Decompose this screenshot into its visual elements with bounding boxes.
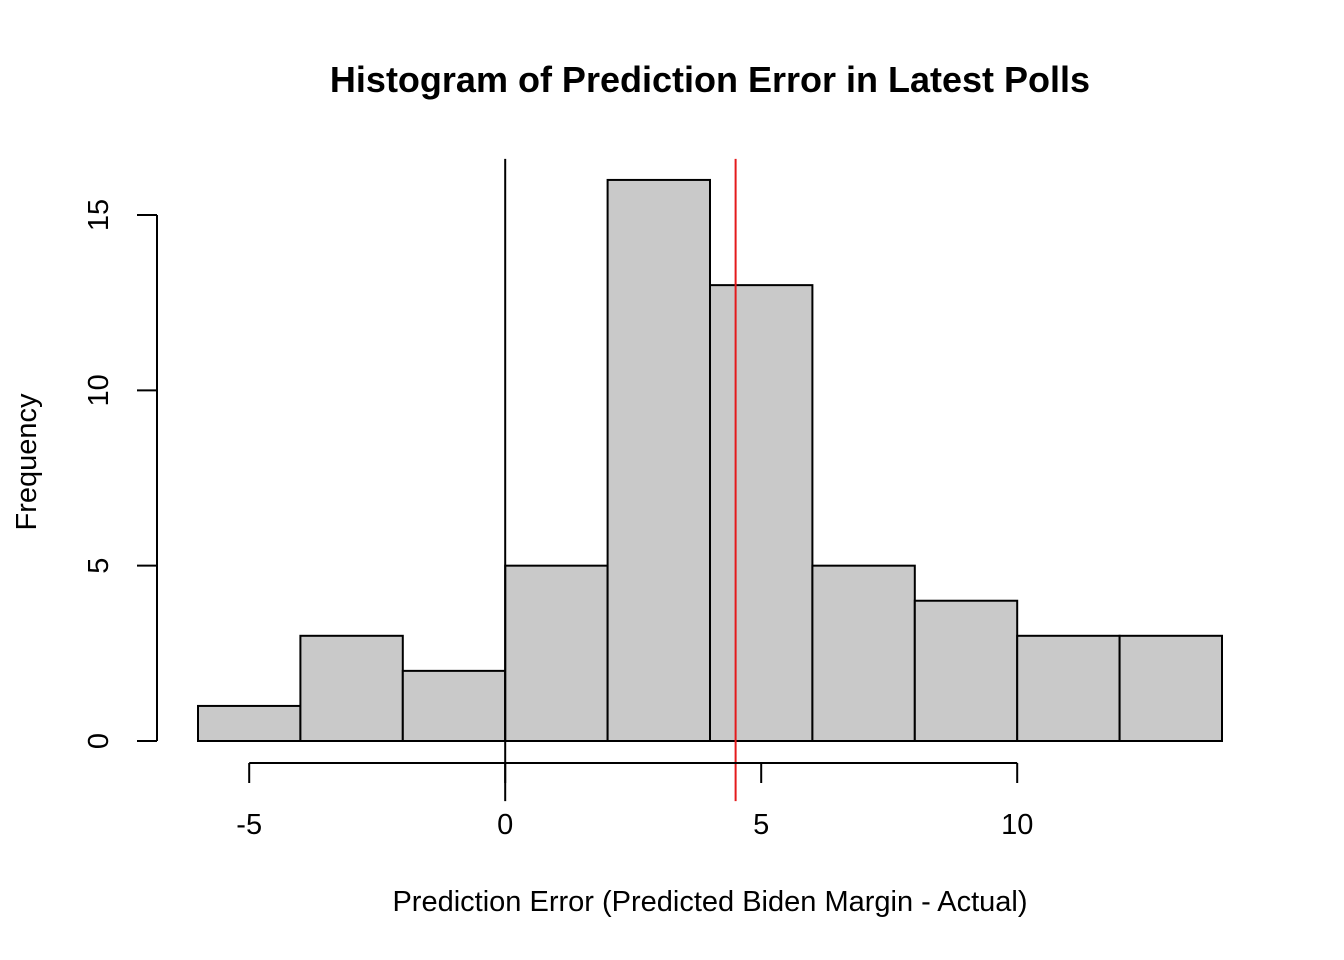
y-axis: 0 5 10 15 <box>83 199 158 749</box>
reference-lines-layer <box>504 158 737 802</box>
chart-title: Histogram of Prediction Error in Latest … <box>330 59 1090 100</box>
y-tick-label: 10 <box>83 374 115 406</box>
bars-layer <box>197 178 1223 743</box>
histogram-bar <box>606 178 711 742</box>
histogram-bar <box>299 634 404 742</box>
y-tick-label: 15 <box>83 199 115 231</box>
histogram-bar <box>709 284 814 742</box>
histogram-bar <box>811 564 916 743</box>
histogram-bar <box>401 669 507 742</box>
x-tick-label: 10 <box>1001 809 1033 841</box>
histogram-bar <box>197 704 302 743</box>
y-tick-label: 0 <box>83 733 115 749</box>
x-tick-label: 5 <box>753 809 769 841</box>
x-tick-label: -5 <box>236 809 262 841</box>
histogram-bar <box>1016 634 1121 742</box>
histogram-bar <box>1118 634 1223 742</box>
y-tick-label: 5 <box>83 558 115 574</box>
x-tick-label: 0 <box>497 809 513 841</box>
histogram-bar <box>504 564 609 743</box>
x-axis-label: Prediction Error (Predicted Biden Margin… <box>392 886 1027 918</box>
histogram-bar <box>913 599 1019 742</box>
x-axis: -5 0 5 10 <box>236 762 1033 841</box>
y-axis-label: Frequency <box>11 393 43 531</box>
